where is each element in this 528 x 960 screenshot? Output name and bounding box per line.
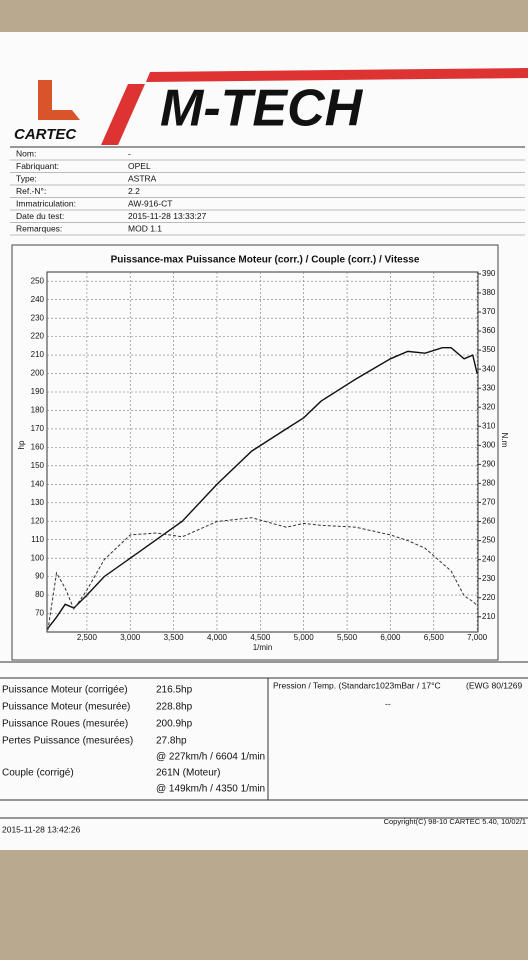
y2-tick-label: 300 [482,440,496,449]
conditions: Pression / Temp. (Standarc1023mBar / 17°… [273,680,441,690]
result-value: 27.8hp [156,736,187,747]
y-tick-label: 140 [31,479,45,488]
plot-area [46,271,479,633]
result-value: 261N (Moteur) [156,768,220,779]
result-value: 228.8hp [156,702,193,713]
field-label: Fabriquant: [16,161,59,171]
field-label: Type: [16,173,37,183]
x-tick-label: 3,500 [164,633,185,642]
field-value: 2.2 [128,186,140,196]
x-tick-label: 5,000 [294,633,315,642]
y2-tick-label: 210 [482,612,496,621]
chart-frame [11,244,499,661]
conditions: -- [385,698,391,708]
cartec-mark [38,80,80,120]
result-value: 200.9hp [156,719,193,730]
result-label: Puissance Moteur (corrigée) [2,685,128,696]
y2-tick-label: 270 [482,498,496,507]
field-label: Immatriculation: [16,198,76,208]
y-tick-label: 110 [31,535,44,544]
result-label: Puissance Moteur (mesurée) [2,702,130,713]
field-value: - [128,148,131,158]
result-label: Pertes Puissance (mesurées) [2,736,133,747]
footer-copyright: Copyright(C) 98-10 CARTEC 5.40, 10/02/1 [384,817,526,826]
x-tick-label: 2,500 [77,633,98,642]
y-tick-label: 70 [35,609,44,618]
result-label: Couple (corrigé) [2,768,74,779]
result-value: @ 149km/h / 4350 1/min [156,784,265,795]
y-tick-label: 250 [31,276,45,285]
x-tick-label: 4,000 [207,633,228,642]
y-axis-label: hp [17,440,26,449]
logo: M-TECH [160,80,364,138]
stripe [101,84,145,145]
y-tick-label: 100 [31,553,45,562]
y2-tick-label: 290 [482,459,496,468]
y2-axis-label: N.m [500,433,509,448]
y-tick-label: 240 [31,295,45,304]
result-label: Puissance Roues (mesurée) [2,719,128,730]
y2-tick-label: 330 [482,383,496,392]
series-line [47,517,478,631]
y-tick-label: 190 [31,387,45,396]
x-tick-label: 4,500 [250,633,271,642]
y2-tick-label: 350 [482,345,496,354]
chart-title: Puissance-max Puissance Moteur (corr.) /… [111,255,420,266]
series-line [47,347,478,629]
y-tick-label: 210 [31,350,45,359]
y2-tick-label: 230 [482,574,496,583]
y2-tick-label: 360 [482,326,496,335]
y2-tick-label: 370 [482,307,496,316]
y2-tick-label: 390 [482,269,496,278]
y2-tick-label: 310 [482,421,496,430]
y-tick-label: 200 [31,369,45,378]
brand: CARTEC [14,126,77,143]
field-value: MOD 1.1 [128,223,162,233]
y-tick-label: 230 [31,313,45,322]
y2-tick-label: 240 [482,555,496,564]
y-tick-label: 120 [31,516,45,525]
conditions: (EWG 80/1269 [466,680,522,690]
stripe [146,68,528,82]
y-tick-label: 90 [35,572,44,581]
x-tick-label: 6,000 [380,633,401,642]
y-tick-label: 130 [31,498,45,507]
y-tick-label: 80 [35,590,44,599]
field-value: OPEL [128,161,151,171]
y2-tick-label: 280 [482,479,496,488]
paper [0,32,528,850]
y-tick-label: 170 [31,424,45,433]
y2-tick-label: 260 [482,517,496,526]
y-tick-label: 180 [31,406,45,415]
x-tick-label: 3,000 [120,633,141,642]
x-tick-label: 6,500 [424,633,445,642]
x-axis-label: 1/min [253,643,273,652]
field-value: AW-916-CT [128,198,172,208]
y2-tick-label: 250 [482,536,496,545]
field-label: Ref.-N°: [16,186,46,196]
x-tick-label: 5,500 [337,633,358,642]
y-tick-label: 160 [31,442,45,451]
y2-tick-label: 380 [482,288,496,297]
footer-date: 2015-11-28 13:42:26 [2,824,81,834]
y-tick-label: 220 [31,332,45,341]
result-value: 216.5hp [156,685,193,696]
y2-tick-label: 220 [482,593,496,602]
field-label: Remarques: [16,223,62,233]
y-tick-label: 150 [31,461,45,470]
y2-tick-label: 320 [482,402,496,411]
field-value: ASTRA [128,173,157,183]
result-value: @ 227km/h / 6604 1/min [156,752,265,763]
x-tick-label: 7,000 [467,633,488,642]
field-label: Nom: [16,148,36,158]
field-value: 2015-11-28 13:33:27 [128,211,207,221]
field-label: Date du test: [16,211,64,221]
y2-tick-label: 340 [482,364,496,373]
